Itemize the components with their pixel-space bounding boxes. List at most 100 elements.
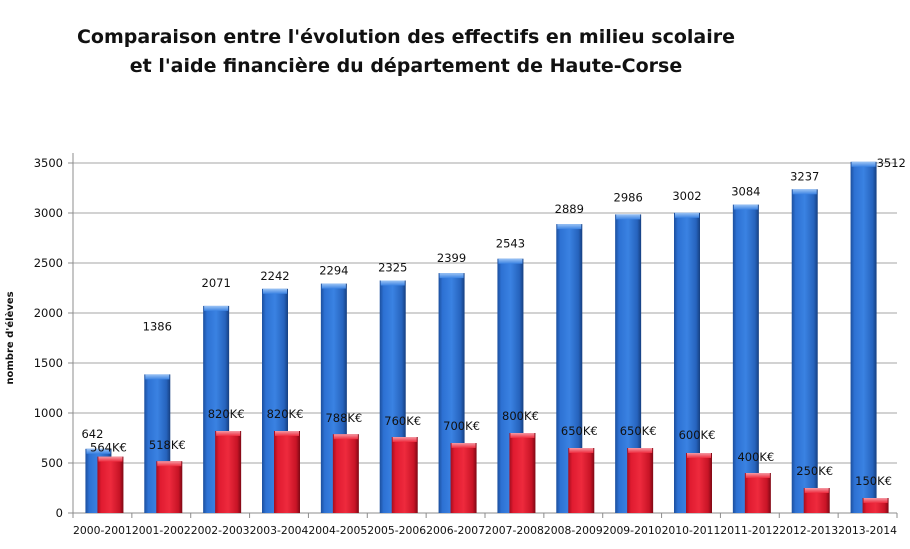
- y-tick-label: 0: [56, 506, 63, 520]
- bar-effectifs: [732, 204, 759, 513]
- y-tick-label: 2000: [34, 306, 63, 320]
- y-tick-label: 3500: [34, 156, 63, 170]
- bar-aide-top: [451, 443, 476, 448]
- bar-aide-top: [687, 453, 711, 458]
- data-label-aide: 400K€: [737, 450, 774, 464]
- data-label-aide: 820K€: [267, 407, 304, 421]
- bar-effectifs-top: [439, 273, 464, 279]
- data-label-effectifs: 2325: [378, 261, 407, 275]
- y-axis-label: nombre d'élèves: [4, 291, 16, 384]
- bar-effectifs-top: [616, 214, 641, 220]
- data-label-effectifs: 2242: [260, 269, 289, 283]
- data-label-aide: 150K€: [855, 474, 892, 488]
- bar-aide-top: [804, 488, 829, 493]
- bar-aide-top: [157, 461, 182, 467]
- bar-effectifs-top: [321, 283, 346, 289]
- bar-aide: [509, 433, 536, 513]
- x-tick-label: 2008-2009: [544, 524, 603, 537]
- bar-effectifs-top: [263, 288, 287, 294]
- chart-title-line-1: Comparaison entre l'évolution des effect…: [77, 26, 735, 48]
- data-label-aide: 518K€: [149, 438, 186, 452]
- data-label-effectifs: 3512: [877, 156, 906, 170]
- bar-aide: [97, 456, 124, 513]
- bar-aide: [215, 431, 242, 513]
- bar-effectifs-top: [86, 448, 111, 454]
- data-label-effectifs: 3002: [672, 189, 701, 203]
- x-tick-label: 2012-2013: [779, 524, 838, 537]
- x-tick-label: 2004-2005: [308, 524, 367, 537]
- bar-aide-top: [510, 433, 535, 438]
- bar-aide-top: [628, 448, 653, 453]
- bar-aide: [332, 434, 359, 513]
- bar-effectifs-top: [498, 258, 523, 264]
- bar-effectifs-top: [792, 189, 817, 195]
- x-tick-label: 2013-2014: [838, 524, 897, 537]
- y-tick-label: 3000: [34, 206, 63, 220]
- bar-effectifs-top: [380, 280, 405, 286]
- x-axis-ticks: 2000-2001 2001-2002 2002-2003 2003-2004 2004…: [72, 513, 898, 537]
- bar-aide: [156, 461, 183, 513]
- bar-effectifs-top: [204, 305, 229, 311]
- data-label-aide: 650K€: [561, 424, 598, 438]
- y-axis-ticks: 0 500 1000 1500 2000 2500 3000 3500: [34, 156, 73, 520]
- data-label-aide: 650K€: [620, 424, 657, 438]
- x-tick-label: 2011-2012: [720, 524, 779, 537]
- data-labels: 642 1386 2071 2242 2294 2325 2399 2543 2889 2986 3…: [81, 156, 905, 488]
- y-tick-label: 1000: [34, 406, 63, 420]
- data-label-effectifs: 3084: [731, 185, 760, 199]
- bar-effectifs-top: [145, 374, 170, 380]
- data-label-aide: 564K€: [90, 441, 127, 455]
- y-tick-label: 2500: [34, 256, 63, 270]
- data-label-effectifs: 2543: [496, 237, 525, 251]
- data-label-aide: 700K€: [443, 419, 480, 433]
- data-label-aide: 800K€: [502, 409, 539, 423]
- data-label-effectifs: 2071: [202, 276, 231, 290]
- bar-aide: [686, 453, 712, 513]
- data-label-aide: 250K€: [796, 464, 833, 478]
- data-label-aide: 600K€: [679, 428, 716, 442]
- x-tick-label: 2007-2008: [485, 524, 544, 537]
- data-label-effectifs: 642: [81, 427, 103, 441]
- bar-effectifs-top: [851, 161, 876, 167]
- data-label-effectifs: 2399: [437, 251, 466, 265]
- data-label-aide: 820K€: [208, 407, 245, 421]
- data-label-effectifs: 2294: [319, 264, 348, 278]
- x-tick-label: 2006-2007: [426, 524, 485, 537]
- data-label-aide: 760K€: [384, 414, 421, 428]
- y-tick-label: 1500: [34, 356, 63, 370]
- bar-aide-top: [863, 498, 888, 503]
- bar-aide-top: [569, 448, 594, 453]
- chart-title: Comparaison entre l'évolution des effect…: [77, 26, 735, 77]
- chart-title-line-2: et l'aide financière du département de H…: [130, 55, 683, 77]
- bar-aide: [744, 473, 771, 513]
- data-label-effectifs: 2986: [614, 190, 643, 204]
- y-tick-label: 500: [41, 456, 63, 470]
- bar-aide: [391, 437, 418, 513]
- x-tick-label: 2000-2001: [73, 524, 132, 537]
- bar-aide-top: [745, 473, 770, 478]
- x-tick-label: 2002-2003: [191, 524, 250, 537]
- x-tick-label: 2005-2006: [367, 524, 426, 537]
- data-label-effectifs: 1386: [143, 319, 172, 333]
- x-tick-label: 2003-2004: [250, 524, 309, 537]
- bar-aide: [627, 448, 654, 513]
- x-tick-label: 2010-2011: [662, 524, 721, 537]
- bar-aide-top: [333, 434, 358, 440]
- bar-effectifs: [791, 189, 818, 514]
- bars: [85, 161, 889, 514]
- data-label-aide: 788K€: [325, 411, 362, 425]
- bar-aide-top: [392, 437, 417, 442]
- bar-aide: [274, 431, 300, 513]
- bar-effectifs-top: [675, 212, 699, 218]
- bar-aide-top: [216, 431, 241, 436]
- bar-effectifs: [850, 161, 877, 514]
- data-label-effectifs: 3237: [790, 169, 819, 183]
- data-label-effectifs: 2889: [555, 202, 584, 216]
- gridlines: [73, 162, 897, 464]
- x-tick-label: 2001-2002: [132, 524, 191, 537]
- bar-aide: [568, 448, 595, 513]
- bar-aide-top: [98, 456, 123, 462]
- bar-effectifs-top: [557, 224, 582, 230]
- bar-effectifs-top: [733, 204, 758, 210]
